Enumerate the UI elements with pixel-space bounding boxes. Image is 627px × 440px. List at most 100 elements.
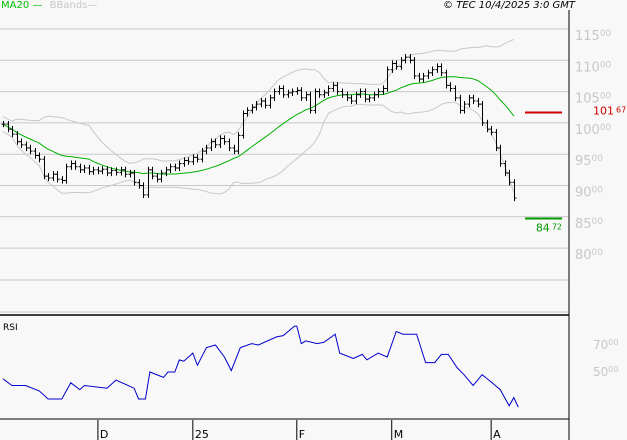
price-bar [82, 164, 87, 173]
price-bar [73, 160, 78, 170]
bollinger-lower-line [2, 101, 515, 195]
price-bar [150, 166, 155, 180]
price-tick-main: 95 [575, 154, 592, 169]
price-bar [367, 94, 372, 103]
legend-bbands-swatch: — [87, 0, 98, 11]
price-bar [354, 91, 359, 105]
price-bar [241, 110, 246, 139]
support-level-sub: 72 [552, 223, 562, 232]
price-bar [109, 167, 114, 177]
price-bar [381, 85, 386, 95]
price-bar [394, 60, 399, 70]
rsi-tick-label: 7000 [593, 338, 618, 352]
month-label: F [299, 428, 305, 440]
rsi-tick-sub: 00 [608, 338, 618, 347]
price-bar [87, 164, 92, 175]
price-bar [458, 94, 463, 114]
price-tick-sub: 00 [600, 92, 612, 102]
price-bar [399, 57, 404, 70]
month-label: 25 [195, 428, 209, 440]
legend-ma20: MA20 [1, 0, 30, 11]
price-bar [55, 171, 60, 183]
price-bar [64, 163, 69, 184]
price-bar [421, 72, 426, 83]
price-tick-sub: 00 [592, 217, 604, 227]
price-bar [263, 97, 268, 109]
price-bar [46, 172, 51, 182]
price-bar [408, 54, 413, 64]
price-bar [426, 69, 431, 80]
support-level-main: 84 [536, 222, 550, 235]
price-bar [164, 166, 169, 177]
price-bar [345, 91, 350, 101]
ma20-line [2, 76, 515, 175]
price-bar [128, 169, 133, 178]
price-bar [372, 91, 377, 101]
price-bar [290, 88, 295, 96]
price-tick-sub: 00 [600, 29, 612, 39]
price-bar [385, 66, 390, 92]
price-bar [417, 72, 422, 83]
price-tick-main: 80 [575, 248, 592, 263]
price-bar [376, 88, 381, 98]
price-bar [209, 138, 214, 152]
price-bar [299, 87, 304, 101]
price-bar [317, 88, 322, 98]
price-bar [146, 166, 151, 199]
price-bar [60, 176, 65, 184]
price-bar [308, 91, 313, 114]
rsi-tick-main: 50 [593, 365, 608, 379]
price-bar [42, 156, 47, 180]
price-bar [498, 144, 503, 167]
rsi-line [2, 325, 519, 408]
price-tick-label: 8500 [575, 217, 603, 232]
price-bar [168, 163, 173, 173]
price-bar [471, 94, 476, 105]
price-bar [195, 154, 200, 163]
price-bar [222, 135, 227, 145]
price-bar [340, 88, 345, 98]
price-bar [37, 152, 42, 163]
price-bar [435, 63, 440, 73]
price-bar [182, 157, 187, 167]
price-bar [6, 121, 11, 133]
price-bar [119, 166, 124, 176]
price-bar [137, 179, 142, 189]
price-bar [10, 126, 15, 138]
resistance-level-sub: 67 [616, 105, 626, 114]
rsi-tick-main: 70 [593, 338, 608, 352]
price-bar [24, 141, 29, 152]
price-tick-main: 100 [575, 123, 600, 138]
price-bar [236, 132, 241, 155]
price-bar [15, 131, 20, 145]
price-bar [232, 144, 237, 155]
price-bar [200, 147, 205, 163]
price-bar [503, 160, 508, 177]
price-bar [141, 182, 146, 199]
price-bar [173, 163, 178, 172]
price-tick-main: 110 [575, 60, 600, 75]
price-bar [272, 88, 277, 101]
price-bar [313, 88, 318, 114]
price-bar [213, 138, 218, 148]
price-tick-main: 105 [575, 92, 600, 107]
price-bar [100, 166, 105, 175]
price-bar [191, 154, 196, 165]
price-bar [268, 94, 273, 109]
price-tick-label: 10500 [575, 92, 612, 107]
price-tick-sub: 00 [600, 60, 612, 70]
price-bar [304, 91, 309, 101]
price-bar [326, 85, 331, 96]
price-bar [78, 163, 83, 173]
price-bar [512, 179, 517, 202]
legend: MA20 — BBands— [1, 0, 97, 11]
price-bar [476, 97, 481, 108]
price-bar [349, 94, 354, 105]
price-bar [412, 57, 417, 80]
rsi-tick-label: 5000 [593, 365, 618, 379]
support-level-label: 84 72 [536, 222, 562, 235]
resistance-level-label: 101 67 [593, 104, 626, 117]
price-tick-label: 8000 [575, 248, 603, 263]
price-bar [186, 157, 191, 165]
price-bar [462, 100, 467, 114]
